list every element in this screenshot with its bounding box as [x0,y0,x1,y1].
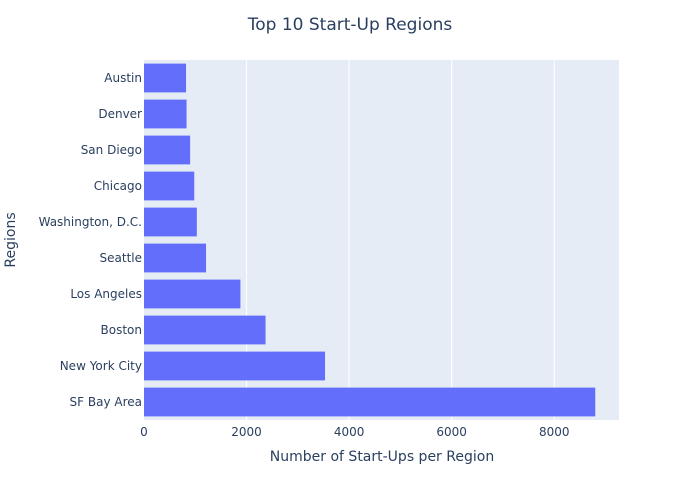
y-axis-ticks: SF Bay Area New York City Boston Los Angele… [39,71,142,409]
bar [144,279,241,309]
y-tick-label: Seattle [100,251,142,265]
x-axis-ticks: 0 2000 4000 6000 8000 [140,425,569,439]
bar [144,387,596,417]
bar [144,351,326,381]
bar [144,63,187,93]
bar [144,99,187,129]
y-tick-label: Denver [98,107,142,121]
x-tick-label: 8000 [539,425,570,439]
y-tick-label: San Diego [81,143,142,157]
x-tick-label: 6000 [436,425,467,439]
y-tick-label: Chicago [94,179,142,193]
y-tick-label: Austin [104,71,142,85]
chart-title: Top 10 Start-Up Regions [247,15,453,35]
bar [144,243,207,273]
bar [144,315,266,345]
x-tick-label: 0 [140,425,148,439]
x-axis-title: Number of Start-Ups per Region [270,449,494,465]
y-tick-label: Boston [101,323,142,337]
bar [144,135,191,165]
x-tick-label: 2000 [231,425,262,439]
bars [144,63,596,417]
x-tick-label: 4000 [334,425,365,439]
y-tick-label: New York City [60,359,142,373]
y-tick-label: Los Angeles [70,287,142,301]
y-axis-title: Regions [3,212,19,267]
bar [144,207,197,237]
y-tick-label: Washington, D.C. [39,215,142,229]
y-tick-label: SF Bay Area [70,395,142,409]
bar [144,171,195,201]
